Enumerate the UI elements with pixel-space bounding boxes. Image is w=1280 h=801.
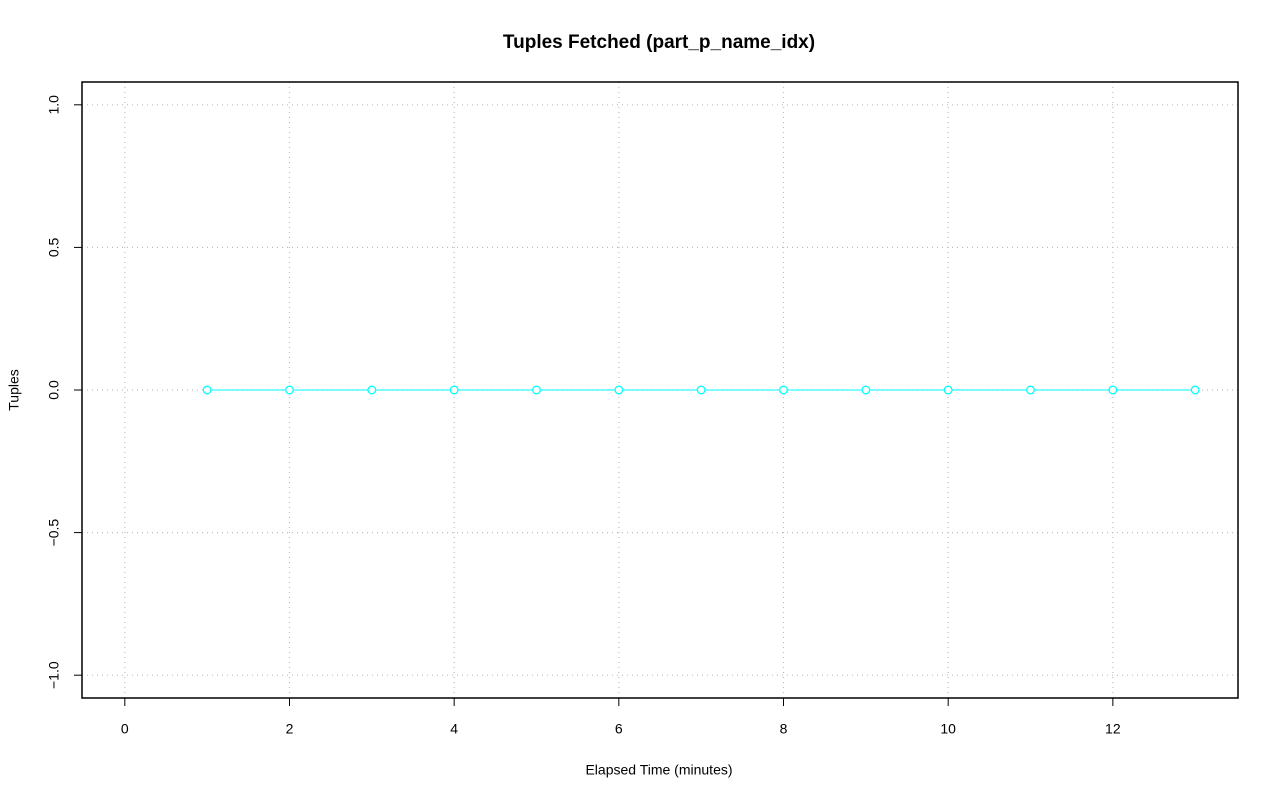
data-point [285, 385, 294, 395]
x-tick-label: 6 [615, 721, 623, 737]
data-point [614, 385, 624, 395]
data-point [449, 385, 459, 395]
x-tick-label: 2 [286, 721, 294, 737]
data-point [532, 385, 541, 395]
x-tick-label: 12 [1105, 721, 1121, 737]
x-tick-label: 10 [940, 721, 956, 737]
x-axis-label: Elapsed Time (minutes) [585, 762, 732, 778]
data-point [1026, 385, 1035, 395]
data-point [861, 385, 871, 395]
data-point [202, 385, 212, 395]
chart-title: Tuples Fetched (part_p_name_idx) [503, 32, 815, 53]
data-point [779, 385, 788, 395]
data-point [367, 385, 377, 395]
x-tick-label: 8 [780, 721, 788, 737]
data-point [943, 385, 953, 395]
x-tick-label: 0 [121, 721, 129, 737]
y-tick-label: 0.5 [46, 237, 62, 257]
y-tick-label: 0.0 [46, 380, 62, 400]
y-tick-label: −0.5 [46, 519, 62, 547]
x-tick-label: 4 [450, 721, 458, 737]
data-point [1108, 385, 1118, 395]
data-point [1190, 385, 1200, 395]
y-tick-label: −1.0 [46, 661, 62, 689]
data-point [696, 385, 706, 395]
y-tick-label: 1.0 [46, 95, 62, 115]
y-axis-label: Tuples [6, 369, 22, 411]
plot-frame [81, 81, 1239, 699]
